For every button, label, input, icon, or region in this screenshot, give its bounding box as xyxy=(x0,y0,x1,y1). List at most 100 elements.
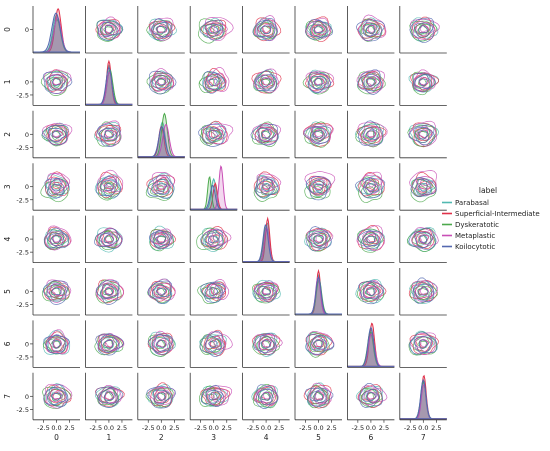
contour-koilocytotic xyxy=(357,230,383,250)
contour-dyskeratotic xyxy=(302,71,330,95)
contour-koilocytotic xyxy=(200,281,226,303)
kde-koilocytotic xyxy=(242,224,290,263)
contour-koilocytotic xyxy=(152,230,171,248)
contour-dyskeratotic xyxy=(156,339,165,349)
contour-parabasal xyxy=(95,386,121,409)
contour-koilocytotic xyxy=(99,127,118,142)
x-variable-label: 5 xyxy=(316,433,321,442)
contour-koilocytotic xyxy=(305,334,335,355)
contour-metaplastic xyxy=(257,19,276,38)
contour-metaplastic xyxy=(367,391,378,400)
contour-koilocytotic xyxy=(104,287,114,296)
contour-superficial-intermediate xyxy=(204,68,227,93)
contour-koilocytotic xyxy=(96,280,120,305)
contour-koilocytotic xyxy=(51,235,61,244)
contour-superficial-intermediate xyxy=(49,388,66,404)
contour-koilocytotic xyxy=(309,389,327,404)
contour-koilocytotic xyxy=(418,25,428,34)
x-tick-label: 2.5 xyxy=(431,424,441,432)
contour-metaplastic xyxy=(43,69,72,94)
x-tick-label: -2.5 xyxy=(299,424,312,432)
contour-koilocytotic xyxy=(208,25,219,34)
contour-metaplastic xyxy=(359,171,383,194)
contour-metaplastic xyxy=(156,177,168,187)
contour-koilocytotic xyxy=(303,126,332,145)
contour-koilocytotic xyxy=(259,25,271,35)
contour-metaplastic xyxy=(362,174,383,192)
contour-koilocytotic xyxy=(199,331,225,357)
contour-koilocytotic xyxy=(50,393,62,401)
x-variable-label: 0 xyxy=(54,433,59,442)
contour-dyskeratotic xyxy=(204,79,215,88)
contour-parabasal xyxy=(252,332,278,357)
contour-koilocytotic xyxy=(258,335,275,354)
contour-koilocytotic xyxy=(103,339,114,349)
contour-metaplastic xyxy=(311,175,331,190)
contour-metaplastic xyxy=(49,125,68,143)
contour-koilocytotic xyxy=(357,69,383,95)
contour-koilocytotic xyxy=(95,334,124,356)
contour-koilocytotic xyxy=(412,277,435,304)
contour-metaplastic xyxy=(151,330,174,354)
contour-koilocytotic xyxy=(152,284,171,298)
contour-dyskeratotic xyxy=(304,121,330,148)
contour-koilocytotic xyxy=(46,334,66,352)
contour-koilocytotic xyxy=(100,335,120,353)
contour-koilocytotic xyxy=(310,75,328,90)
x-tick-label: 2.5 xyxy=(64,424,74,432)
contour-koilocytotic xyxy=(358,280,385,305)
contour-dyskeratotic xyxy=(312,77,323,88)
y-tick-label: 0 xyxy=(25,183,29,191)
contour-superficial-intermediate xyxy=(150,229,176,250)
contour-metaplastic xyxy=(258,284,278,299)
contour-dyskeratotic xyxy=(196,227,224,251)
contour-koilocytotic xyxy=(314,77,323,86)
contour-metaplastic xyxy=(45,225,72,251)
contour-koilocytotic xyxy=(43,227,69,249)
contour-koilocytotic xyxy=(46,283,66,301)
contour-metaplastic xyxy=(105,390,116,401)
contour-koilocytotic xyxy=(152,74,171,89)
contour-metaplastic xyxy=(368,177,377,188)
contour-metaplastic xyxy=(47,334,67,352)
contour-metaplastic xyxy=(153,333,172,353)
contour-metaplastic xyxy=(356,225,385,252)
contour-metaplastic xyxy=(367,25,377,33)
x-variable-label: 1 xyxy=(107,433,112,442)
contour-koilocytotic xyxy=(305,176,331,201)
contour-metaplastic xyxy=(254,15,278,42)
contour-koilocytotic xyxy=(255,285,275,299)
kde-koilocytotic xyxy=(85,66,133,105)
legend-label: Parabasal xyxy=(455,199,489,207)
contour-metaplastic xyxy=(157,76,168,86)
x-variable-label: 7 xyxy=(421,433,426,442)
contour-koilocytotic xyxy=(358,120,384,146)
contour-koilocytotic xyxy=(208,340,218,349)
x-tick-label: 0.0 xyxy=(261,424,271,432)
contour-dyskeratotic xyxy=(418,234,427,245)
y-tick-label: 0 xyxy=(25,340,29,348)
contour-dyskeratotic xyxy=(418,78,427,87)
x-tick-label: 2.5 xyxy=(222,424,232,432)
contour-koilocytotic xyxy=(254,70,278,92)
contour-superficial-intermediate xyxy=(203,329,226,356)
contour-dyskeratotic xyxy=(145,178,174,201)
contour-koilocytotic xyxy=(103,391,115,402)
contour-metaplastic xyxy=(153,232,172,246)
kde-koilocytotic xyxy=(190,184,238,210)
contour-dyskeratotic xyxy=(51,185,61,196)
contour-koilocytotic xyxy=(199,19,224,41)
contour-koilocytotic xyxy=(155,235,167,244)
contour-metaplastic xyxy=(209,21,228,35)
contour-superficial-intermediate xyxy=(202,120,228,145)
y-tick-label: -2.5 xyxy=(16,353,29,361)
y-tick-label: 0 xyxy=(25,236,29,244)
contour-koilocytotic xyxy=(250,124,279,146)
contour-dyskeratotic xyxy=(355,122,384,148)
contour-dyskeratotic xyxy=(360,182,380,198)
contour-koilocytotic xyxy=(146,385,176,409)
contour-koilocytotic xyxy=(313,391,324,402)
contour-dyskeratotic xyxy=(98,229,118,249)
contour-metaplastic xyxy=(362,19,382,37)
